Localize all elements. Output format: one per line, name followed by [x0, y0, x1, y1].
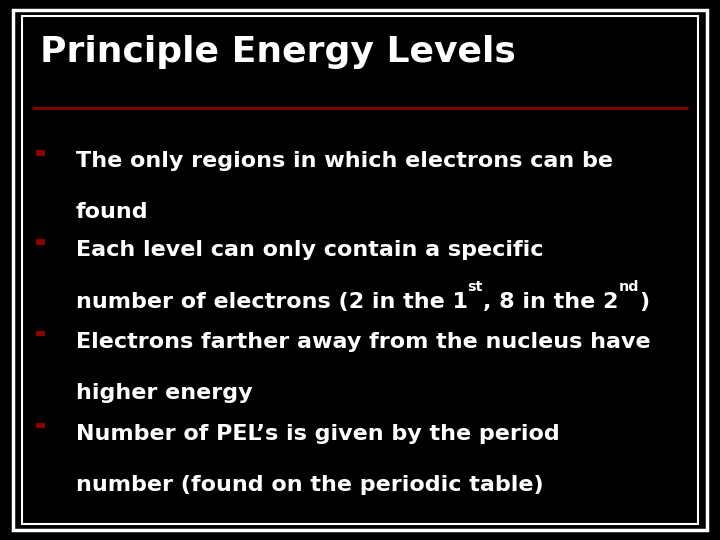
Text: ): ) — [639, 292, 649, 312]
FancyBboxPatch shape — [36, 331, 45, 336]
Text: The only regions in which electrons can be: The only regions in which electrons can … — [76, 151, 613, 171]
Text: Electrons farther away from the nucleus have: Electrons farther away from the nucleus … — [76, 332, 650, 352]
Text: Each level can only contain a specific: Each level can only contain a specific — [76, 240, 543, 260]
Text: found: found — [76, 202, 148, 222]
Text: Number of PEL’s is given by the period: Number of PEL’s is given by the period — [76, 424, 559, 444]
Text: number of electrons (2 in the 1: number of electrons (2 in the 1 — [76, 292, 467, 312]
Text: higher energy: higher energy — [76, 383, 252, 403]
Text: st: st — [467, 280, 483, 294]
Text: Principle Energy Levels: Principle Energy Levels — [40, 35, 516, 69]
FancyBboxPatch shape — [36, 150, 45, 156]
Text: nd: nd — [618, 280, 639, 294]
FancyBboxPatch shape — [36, 423, 45, 428]
FancyBboxPatch shape — [36, 239, 45, 245]
Text: , 8 in the 2: , 8 in the 2 — [483, 292, 618, 312]
Text: number (found on the periodic table): number (found on the periodic table) — [76, 475, 543, 495]
